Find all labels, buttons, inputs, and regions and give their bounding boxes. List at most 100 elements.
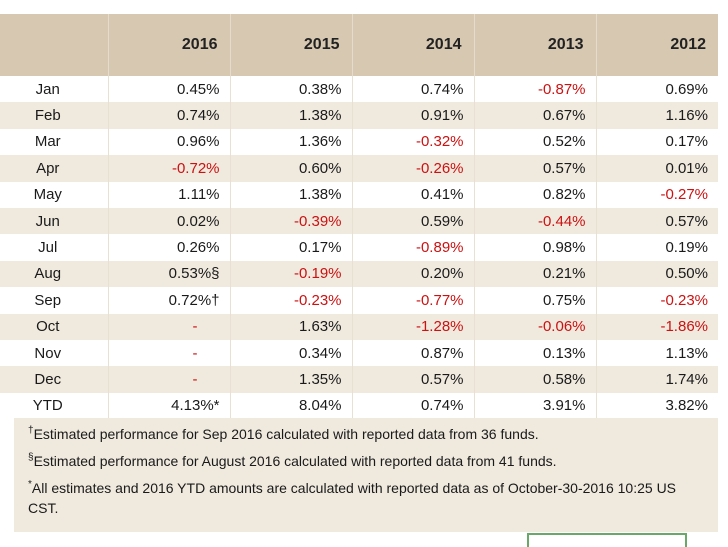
footnote-mark: †	[28, 425, 34, 436]
return-cell: 0.57%	[474, 155, 597, 182]
return-cell: 0.21%	[474, 260, 597, 288]
return-cell: -	[108, 366, 231, 393]
return-cell: 0.17%	[230, 234, 353, 261]
return-cell: 1.38%	[230, 102, 353, 129]
return-cell: 0.74%	[352, 392, 475, 420]
return-cell: 0.53%§	[108, 260, 231, 288]
return-cell: 0.69%	[596, 76, 718, 103]
table-row: Mar 0.96% 1.36% -0.32% 0.52% 0.17%	[0, 128, 718, 156]
year-header: 2016	[108, 14, 231, 76]
return-cell: -1.28%	[352, 313, 475, 340]
month-label: Jan	[0, 76, 109, 103]
return-cell: -0.87%	[474, 76, 597, 103]
footnote-mark: §	[28, 452, 34, 463]
return-cell: 0.41%	[352, 181, 475, 208]
return-cell: 1.35%	[230, 366, 353, 393]
table-row: Aug 0.53%§ -0.19% 0.20% 0.21% 0.50%	[0, 260, 718, 288]
return-cell: 0.91%	[352, 102, 475, 129]
return-cell: -0.27%	[596, 181, 718, 208]
return-cell: -0.23%	[596, 287, 718, 314]
return-cell: 0.58%	[474, 366, 597, 393]
return-cell: 3.82%	[596, 392, 718, 420]
return-cell: 0.74%	[108, 102, 231, 129]
header-corner	[0, 14, 109, 76]
return-cell: -0.19%	[230, 260, 353, 288]
partial-button[interactable]	[527, 533, 687, 547]
return-cell: -0.06%	[474, 313, 597, 340]
month-label: Sep	[0, 287, 109, 314]
table-row: Jan 0.45% 0.38% 0.74% -0.87% 0.69%	[0, 76, 718, 103]
return-cell: -0.32%	[352, 128, 475, 156]
return-cell: 0.20%	[352, 260, 475, 288]
month-label: Mar	[0, 128, 109, 156]
header-row: 2016 2015 2014 2013 2012	[0, 14, 718, 76]
return-cell: 0.82%	[474, 181, 597, 208]
return-cell: -0.44%	[474, 207, 597, 235]
return-cell: 0.72%†	[108, 287, 231, 314]
footnote-aug: §Estimated performance for August 2016 c…	[28, 451, 708, 471]
year-header: 2015	[230, 14, 353, 76]
table-row: Jul 0.26% 0.17% -0.89% 0.98% 0.19%	[0, 234, 718, 261]
return-cell: 1.11%	[108, 181, 231, 208]
return-cell: 0.19%	[596, 234, 718, 261]
performance-table: 2016 2015 2014 2013 2012 Jan 0.45% 0.38% 0.…	[0, 14, 718, 420]
table-row: Jun 0.02% -0.39% 0.59% -0.44% 0.57%	[0, 207, 718, 235]
footnotes: †Estimated performance for Sep 2016 calc…	[14, 418, 718, 532]
return-cell: 1.36%	[230, 128, 353, 156]
return-cell: -	[108, 339, 231, 367]
return-cell: 0.96%	[108, 128, 231, 156]
table-row: Apr -0.72% 0.60% -0.26% 0.57% 0.01%	[0, 155, 718, 182]
return-cell: 8.04%	[230, 392, 353, 420]
year-header: 2013	[474, 14, 597, 76]
return-cell: 0.87%	[352, 339, 475, 367]
return-cell: 1.13%	[596, 339, 718, 367]
footnote-text: All estimates and 2016 YTD amounts are c…	[28, 480, 677, 516]
month-label: Aug	[0, 260, 109, 288]
return-cell: 0.75%	[474, 287, 597, 314]
return-cell: 1.74%	[596, 366, 718, 393]
table-row: Feb 0.74% 1.38% 0.91% 0.67% 1.16%	[0, 102, 718, 129]
return-cell: -0.23%	[230, 287, 353, 314]
return-cell: -1.86%	[596, 313, 718, 340]
return-cell: 1.63%	[230, 313, 353, 340]
month-label: Oct	[0, 313, 109, 340]
table-row: YTD 4.13%* 8.04% 0.74% 3.91% 3.82%	[0, 392, 718, 420]
return-cell: -0.77%	[352, 287, 475, 314]
month-label: May	[0, 181, 109, 208]
return-cell: 0.59%	[352, 207, 475, 235]
month-label: Jul	[0, 234, 109, 261]
return-cell: 3.91%	[474, 392, 597, 420]
return-cell: -	[108, 313, 231, 340]
return-cell: 0.52%	[474, 128, 597, 156]
return-cell: 0.67%	[474, 102, 597, 129]
return-cell: -0.89%	[352, 234, 475, 261]
month-label: Feb	[0, 102, 109, 129]
return-cell: 4.13%*	[108, 392, 231, 420]
footnote-sep: †Estimated performance for Sep 2016 calc…	[28, 424, 708, 444]
month-label: YTD	[0, 392, 109, 420]
return-cell: 1.16%	[596, 102, 718, 129]
return-cell: 1.38%	[230, 181, 353, 208]
return-cell: 0.98%	[474, 234, 597, 261]
year-header: 2012	[596, 14, 718, 76]
return-cell: 0.57%	[596, 207, 718, 235]
return-cell: 0.17%	[596, 128, 718, 156]
return-cell: 0.26%	[108, 234, 231, 261]
return-cell: 0.02%	[108, 207, 231, 235]
month-label: Apr	[0, 155, 109, 182]
return-cell: 0.60%	[230, 155, 353, 182]
return-cell: 0.38%	[230, 76, 353, 103]
return-cell: -0.26%	[352, 155, 475, 182]
footnote-text: Estimated performance for Sep 2016 calcu…	[33, 426, 539, 442]
return-cell: -0.39%	[230, 207, 353, 235]
return-cell: 0.34%	[230, 339, 353, 367]
table-row: May 1.11% 1.38% 0.41% 0.82% -0.27%	[0, 181, 718, 208]
footnote-ytd: *All estimates and 2016 YTD amounts are …	[28, 478, 708, 518]
footnote-text: Estimated performance for August 2016 ca…	[33, 453, 557, 469]
year-header: 2014	[352, 14, 475, 76]
month-label: Jun	[0, 207, 109, 235]
table-row: Nov -0.34% 0.87% 0.13% 1.13%	[0, 339, 718, 367]
return-cell: 0.74%	[352, 76, 475, 103]
return-cell: -0.72%	[108, 155, 231, 182]
return-cell: 0.45%	[108, 76, 231, 103]
